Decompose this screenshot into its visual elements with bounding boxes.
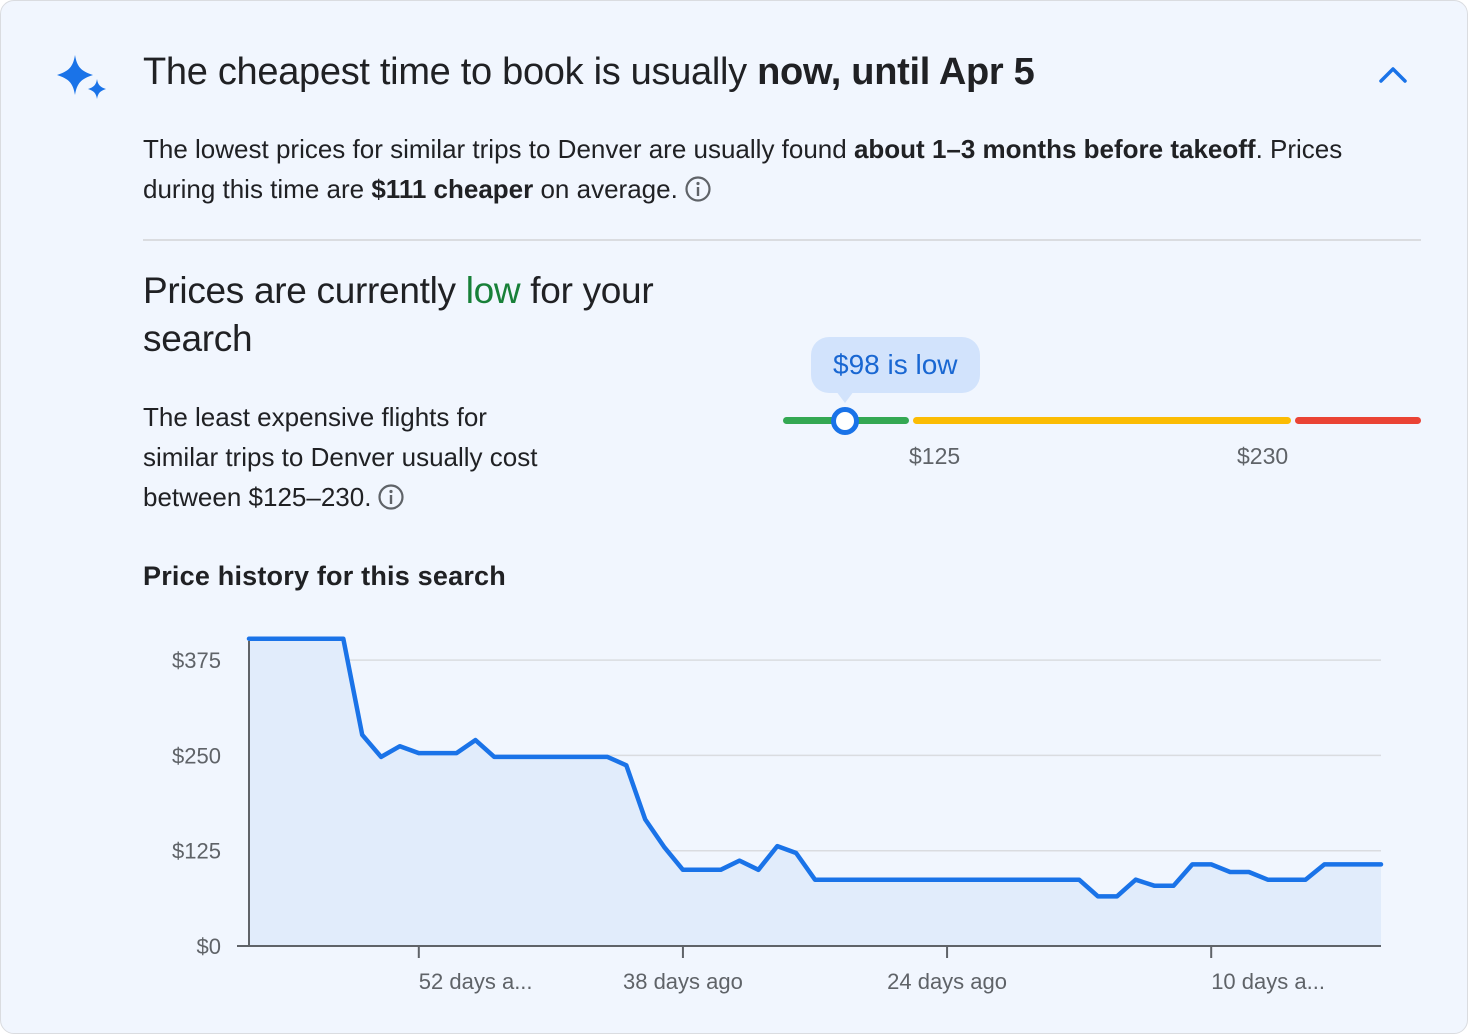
- range-text: The least expensive flights for similar …: [143, 402, 538, 512]
- price-series-line: [246, 636, 1384, 899]
- gauge-threshold-low: $125: [909, 443, 961, 469]
- price-gauge: $98 is low $125 $230: [781, 331, 1431, 481]
- y-tick-label: $250: [172, 743, 221, 768]
- x-tick-label: 38 days ago: [623, 969, 743, 994]
- info-icon[interactable]: [377, 483, 405, 511]
- divider: [143, 239, 1421, 241]
- current-price-marker: [831, 407, 859, 435]
- chevron-up-icon[interactable]: [1373, 59, 1413, 91]
- gauge-segment-typical: [913, 417, 1291, 424]
- summary-text: on average.: [533, 174, 678, 204]
- price-range-description: The least expensive flights for similar …: [143, 397, 563, 517]
- booking-summary: The lowest prices for similar trips to D…: [143, 129, 1343, 209]
- sparkle-icon: [57, 55, 106, 99]
- x-tick-label: 10 days a...: [1211, 969, 1325, 994]
- bubble-tail: [836, 391, 854, 403]
- summary-bold-savings: $111 cheaper: [371, 174, 534, 204]
- headline-bold: now, until Apr 5: [757, 51, 1035, 93]
- y-tick-label: $375: [172, 648, 221, 673]
- y-tick-label: $0: [197, 934, 221, 959]
- summary-text: . Prices during this time are: [143, 134, 1343, 204]
- price-history-title: Price history for this search: [143, 561, 506, 591]
- price-history-chart: $0 $125 $250 $375 52 days a... 38 days ago 24 …: [172, 636, 1384, 994]
- y-tick-label: $125: [172, 839, 221, 864]
- info-icon[interactable]: [684, 175, 712, 203]
- price-area: [249, 638, 1381, 946]
- status-text: for your search: [143, 270, 654, 359]
- x-tick-label: 24 days ago: [887, 969, 1007, 994]
- gauge-threshold-high: $230: [1237, 443, 1289, 469]
- current-price-bubble: $98 is low: [811, 337, 980, 393]
- headline: The cheapest time to book is usually now…: [143, 51, 1035, 94]
- gauge-segment-high: [1295, 417, 1421, 424]
- summary-bold-window: about 1–3 months before takeoff: [853, 134, 1256, 164]
- price-status-title: Prices are currently low for your search: [143, 267, 683, 363]
- price-level-low: low: [465, 270, 521, 311]
- status-text: Prices are currently: [143, 270, 466, 311]
- summary-text: The lowest prices for similar trips to D…: [143, 134, 854, 164]
- x-tick-label: 52 days a...: [419, 969, 533, 994]
- headline-text: The cheapest time to book is usually: [143, 51, 758, 93]
